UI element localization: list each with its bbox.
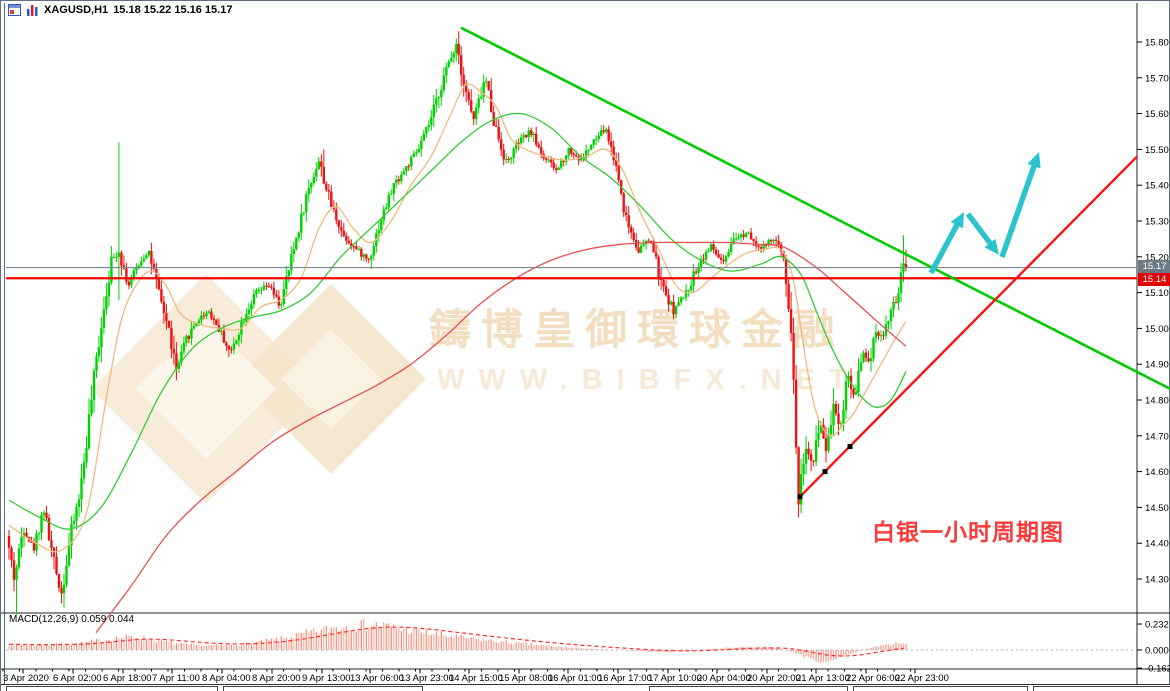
time-tick-label: 8 Apr 20:00 [252, 673, 301, 684]
time-tick-label: 3 Apr 2020 [3, 673, 49, 684]
macd-histogram [8, 618, 907, 663]
time-tick-label: 14 Apr 15:00 [449, 673, 503, 684]
trend-arrow[interactable] [999, 160, 1039, 258]
ma-slow [95, 241, 907, 634]
ma-fast-line [8, 83, 907, 553]
price-tick-label: 15.50 [1145, 145, 1169, 156]
trendline-descending-resistance[interactable] [460, 26, 1170, 391]
titlebar: XAGUSD,H1 15.18 15.22 15.16 15.17 [8, 4, 232, 16]
price-tick-label: 14.60 [1145, 467, 1169, 478]
price-tick-label: 15.30 [1145, 217, 1169, 228]
symbol-label: XAGUSD,H1 [44, 4, 109, 16]
price-tick-label: 15.70 [1145, 73, 1169, 84]
window-icon [8, 4, 21, 16]
trendline-ascending-support[interactable] [797, 155, 1138, 500]
chart-tab[interactable] [649, 686, 848, 691]
price-tick-label: 15.40 [1145, 181, 1169, 192]
trend-arrow[interactable] [965, 212, 995, 249]
time-tick-label: 13 Apr 23:00 [400, 673, 454, 684]
time-tick-label: 6 Apr 18:00 [103, 673, 152, 684]
price-tick-label: 15.60 [1145, 109, 1169, 120]
time-tick-label: 16 Apr 17:00 [598, 673, 652, 684]
macd-indicator-label: MACD(12,26,9) 0.059 0.044 [9, 614, 135, 625]
chart-tab[interactable] [223, 686, 423, 691]
price-tick-label: 15.10 [1145, 288, 1169, 299]
time-tick-label: 16 Apr 01:00 [548, 673, 602, 684]
macd-tick-label: 0.000 [1145, 646, 1169, 657]
ma-fast [8, 83, 907, 553]
ma-slow-line [95, 241, 907, 634]
arrow-head [1027, 152, 1041, 169]
watermark-url: WWW.BIBFX.NET [437, 364, 861, 396]
macd-signal-line [9, 626, 905, 657]
price-badge-current: 15.17 [1138, 260, 1170, 273]
diamond-logo-icon [91, 274, 426, 504]
chart-tab[interactable] [1033, 686, 1170, 691]
price-tick-label: 15.00 [1145, 324, 1169, 335]
chart-tab[interactable] [853, 686, 1028, 691]
price-tick-label: 14.40 [1145, 539, 1169, 550]
watermark-brand: 鑄博皇御環球金融 [429, 306, 846, 353]
annotation-text: 白银一小时周期图 [872, 519, 1064, 545]
time-tick-label: 20 Apr 20:00 [747, 673, 801, 684]
cyan-arrows[interactable] [928, 152, 1041, 275]
time-tick-label: 21 Apr 13:00 [796, 673, 850, 684]
price-tick-label: 15.20 [1145, 252, 1169, 263]
watermark: 鑄博皇御環球金融 WWW.BIBFX.NET [91, 254, 891, 524]
candles-group[interactable] [7, 31, 908, 615]
time-tick-label: 15 Apr 08:00 [499, 673, 553, 684]
pane-borders [1, 3, 1170, 684]
macd-axis: 0.232 0.000 -0.162 [1137, 620, 1170, 675]
trendline-handle[interactable] [822, 469, 828, 475]
chart-icon [27, 5, 38, 16]
time-tick-label: 7 Apr 11:00 [152, 673, 200, 684]
time-tick-label: 13 Apr 06:00 [350, 673, 404, 684]
price-tick-label: 15.80 [1145, 38, 1169, 49]
arrow-head [950, 212, 964, 229]
macd-tick-label: -0.162 [1145, 664, 1170, 675]
time-tick-label: 6 Apr 02:00 [53, 673, 102, 684]
quote-ohlc: 15.18 15.22 15.16 15.17 [113, 4, 233, 16]
bottom-tab-strip [1, 684, 1170, 691]
macd-tick-label: 0.232 [1145, 620, 1169, 631]
price-tick-label: 14.50 [1145, 503, 1169, 514]
chart-tab[interactable] [6, 686, 218, 691]
time-tick-label: 22 Apr 06:00 [846, 673, 900, 684]
arrow-head [984, 238, 999, 255]
price-tick-label: 14.70 [1145, 431, 1169, 442]
price-tick-label: 14.30 [1145, 575, 1169, 586]
time-tick-label: 20 Apr 04:00 [697, 673, 751, 684]
trend-arrow[interactable] [928, 219, 962, 275]
price-tick-label: 14.90 [1145, 360, 1169, 371]
time-tick-label: 22 Apr 23:00 [895, 673, 949, 684]
time-tick-label: 9 Apr 13:00 [302, 673, 351, 684]
price-tick-label: 14.80 [1145, 396, 1169, 407]
time-axis: 3 Apr 2020 6 Apr 02:00 6 Apr 18:00 7 Apr 11… [2, 669, 949, 684]
price-axis: 15.80 15.70 15.60 15.50 15.40 15.30 15.20 15.10… [1137, 38, 1169, 586]
time-tick-label: 8 Apr 04:00 [202, 673, 251, 684]
ma-mid [8, 112, 907, 530]
trendline-handle[interactable] [797, 494, 803, 500]
price-badge-level: 15.14 [1138, 273, 1170, 286]
trendline-handle[interactable] [847, 444, 853, 450]
ma-mid-line [8, 112, 907, 530]
time-tick-label: 17 Apr 10:00 [648, 673, 702, 684]
